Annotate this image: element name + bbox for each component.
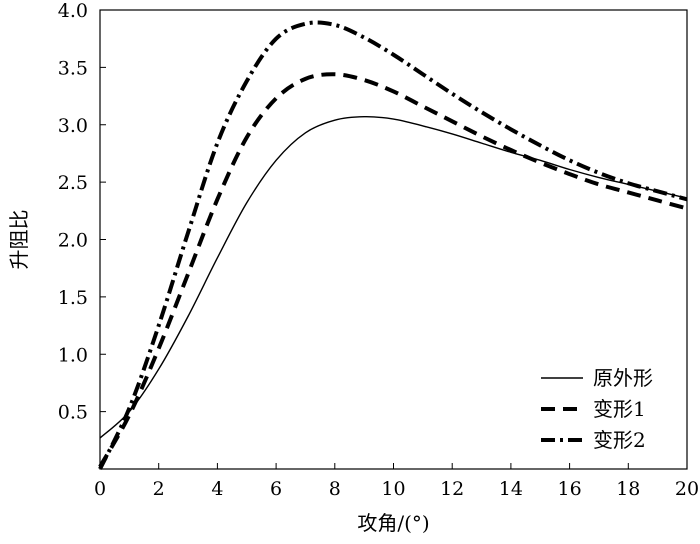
x-tick-label: 8 [329, 478, 341, 500]
legend-entry-3: 变形2 [593, 428, 646, 452]
x-tick-label: 20 [675, 478, 699, 500]
x-tick-label: 4 [211, 478, 223, 500]
y-tick-label: 3.5 [58, 57, 88, 79]
y-tick-label: 0.5 [58, 402, 88, 424]
y-axis-ticks: 0.5 1.0 1.5 2.0 2.5 3.0 3.5 4.0 [58, 0, 106, 424]
series-lines [98, 20, 688, 470]
legend-entry-1: 原外形 [593, 366, 653, 390]
series-line-3 [98, 20, 688, 470]
x-tick-label: 2 [153, 478, 165, 500]
x-axis-ticks: 0 2 4 6 8 10 12 14 16 18 20 [94, 463, 699, 500]
series-line-2 [98, 72, 688, 468]
y-axis-label: 升阻比 [7, 210, 31, 270]
x-axis-label: 攻角/(°) [357, 511, 429, 535]
series-line-1 [99, 116, 688, 439]
y-tick-label: 2.5 [58, 172, 88, 194]
x-tick-label: 16 [558, 478, 582, 500]
y-tick-label: 3.0 [58, 115, 88, 137]
x-tick-label: 18 [616, 478, 640, 500]
x-tick-label: 0 [94, 478, 106, 500]
legend-entry-2: 变形1 [593, 397, 646, 421]
y-tick-label: 1.5 [58, 287, 88, 309]
x-tick-label: 14 [499, 478, 523, 500]
x-tick-label: 12 [440, 478, 464, 500]
x-tick-label: 10 [381, 478, 405, 500]
x-tick-label: 6 [270, 478, 282, 500]
y-tick-label: 1.0 [58, 344, 88, 366]
y-tick-label: 4.0 [58, 0, 88, 22]
y-tick-label: 2.0 [58, 230, 88, 252]
